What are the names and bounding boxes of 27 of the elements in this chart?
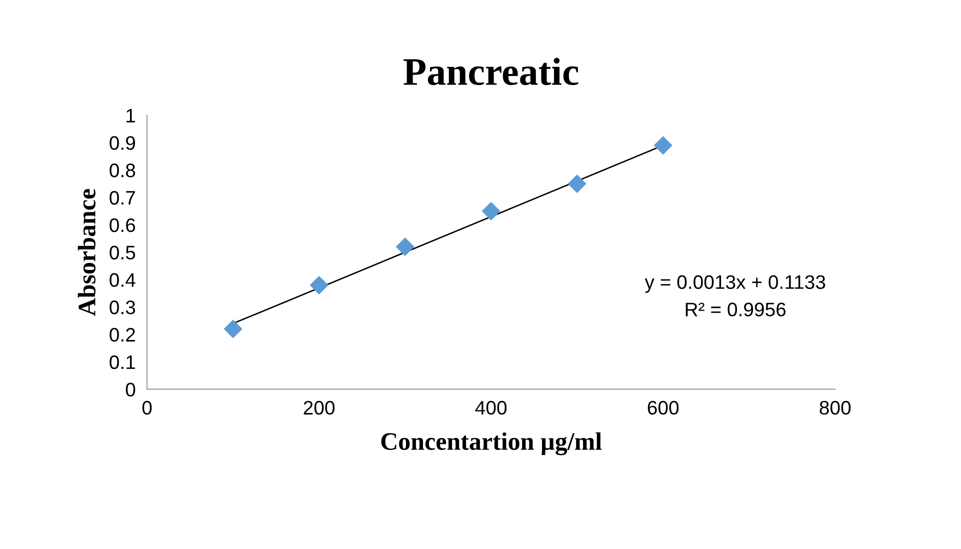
y-tick-label: 0.9 [110, 136, 136, 150]
annotation: y = 0.0013x + 0.1133 [644, 275, 826, 293]
y-tick-label: 0 [126, 382, 136, 396]
y-tick-label: 0.6 [110, 218, 136, 232]
point [224, 320, 242, 338]
y-tick-label: 0.5 [110, 246, 136, 260]
y-tick-label: 0.4 [110, 273, 136, 287]
x-tick-label: 600 [648, 400, 679, 415]
x-tick-label: 800 [820, 400, 851, 415]
y-tick-label: 0.8 [110, 164, 136, 178]
y-tick-label: 1 [126, 108, 135, 122]
point [568, 174, 586, 194]
y-axis-title: Absorbance [78, 189, 96, 316]
y-tick-label: 0.2 [110, 328, 135, 342]
x-tick-label: 0 [142, 400, 152, 415]
y-tick-label: 0.7 [110, 190, 135, 205]
chart-title: Pancreatic [404, 58, 578, 86]
y-tick-label: 0.3 [110, 300, 136, 314]
point [482, 202, 500, 220]
y-tick-label: 0.1 [110, 355, 135, 370]
point [310, 276, 328, 294]
point [654, 136, 672, 155]
x-tick-label: 400 [475, 400, 507, 415]
x-axis-title: Concentartion µg/ml [381, 432, 602, 456]
annotation: R² = 0.9956 [686, 302, 786, 316]
x-tick-label: 200 [304, 400, 335, 415]
point [396, 237, 414, 256]
